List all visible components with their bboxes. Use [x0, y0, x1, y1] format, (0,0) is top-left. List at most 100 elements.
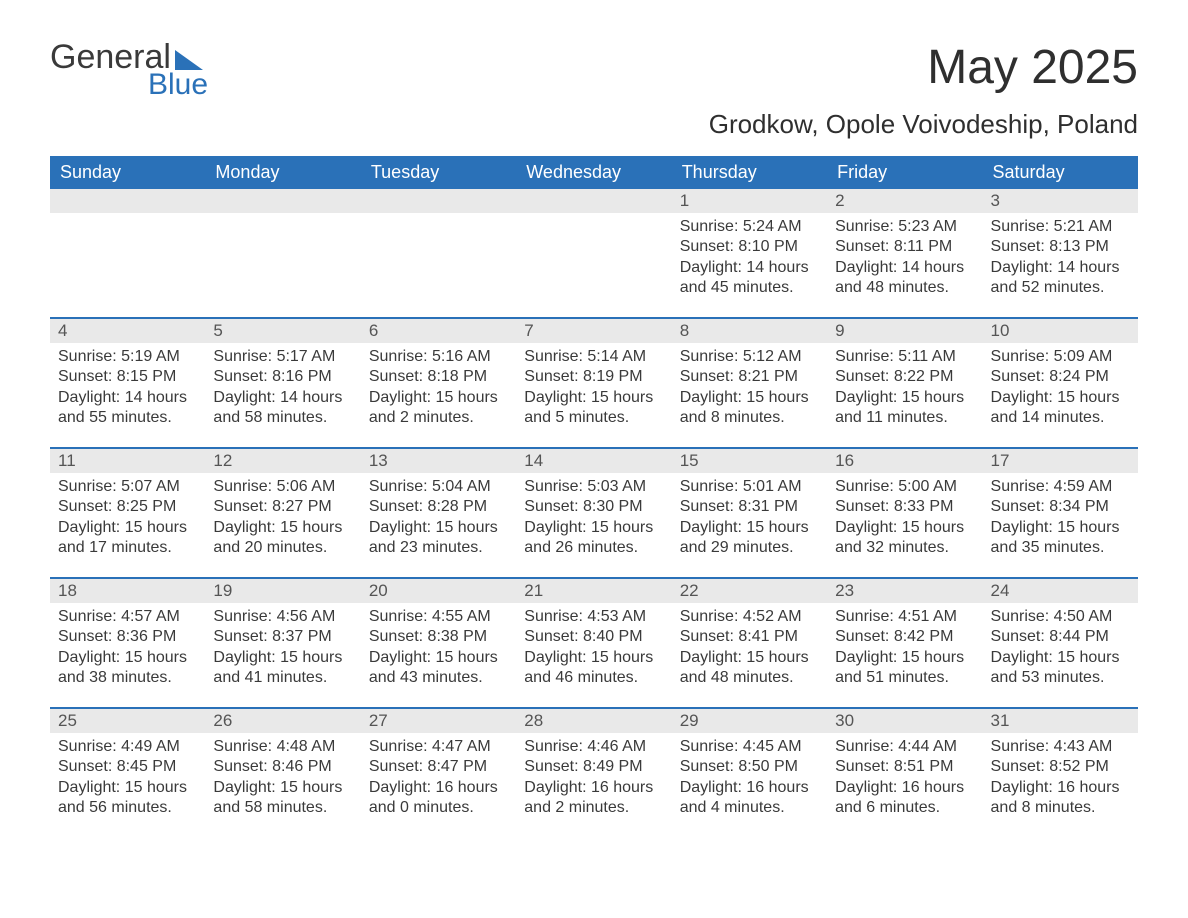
- day-number-strip: 25: [50, 709, 205, 733]
- day-body: Sunrise: 4:53 AMSunset: 8:40 PMDaylight:…: [516, 603, 671, 689]
- day-cell: 18Sunrise: 4:57 AMSunset: 8:36 PMDayligh…: [50, 579, 205, 707]
- day-cell: 26Sunrise: 4:48 AMSunset: 8:46 PMDayligh…: [205, 709, 360, 837]
- sunrise-line: Sunrise: 5:24 AM: [680, 217, 819, 237]
- sunset-line: Sunset: 8:45 PM: [58, 757, 197, 777]
- day-number: 12: [213, 451, 232, 471]
- day-number-strip: 3: [983, 189, 1138, 213]
- day-number-strip: 26: [205, 709, 360, 733]
- day-number: 29: [680, 711, 699, 731]
- day-number: 11: [58, 451, 76, 471]
- day-body: Sunrise: 4:59 AMSunset: 8:34 PMDaylight:…: [983, 473, 1138, 559]
- sunset-line: Sunset: 8:28 PM: [369, 497, 508, 517]
- daylight-line: Daylight: 14 hours and 48 minutes.: [835, 258, 974, 299]
- week-row: 25Sunrise: 4:49 AMSunset: 8:45 PMDayligh…: [50, 707, 1138, 837]
- day-number-strip: 4: [50, 319, 205, 343]
- daylight-line: Daylight: 15 hours and 35 minutes.: [991, 518, 1130, 559]
- day-number-strip: 20: [361, 579, 516, 603]
- sunset-line: Sunset: 8:50 PM: [680, 757, 819, 777]
- daylight-line: Daylight: 16 hours and 2 minutes.: [524, 778, 663, 819]
- sunrise-line: Sunrise: 4:43 AM: [991, 737, 1130, 757]
- sunset-line: Sunset: 8:19 PM: [524, 367, 663, 387]
- day-number: 18: [58, 581, 77, 601]
- day-cell: 6Sunrise: 5:16 AMSunset: 8:18 PMDaylight…: [361, 319, 516, 447]
- day-body: Sunrise: 5:01 AMSunset: 8:31 PMDaylight:…: [672, 473, 827, 559]
- sunrise-line: Sunrise: 5:14 AM: [524, 347, 663, 367]
- day-number: 14: [524, 451, 543, 471]
- day-number-strip: 11: [50, 449, 205, 473]
- day-of-week-header: Friday: [827, 156, 982, 189]
- daylight-line: Daylight: 14 hours and 55 minutes.: [58, 388, 197, 429]
- day-body: Sunrise: 5:21 AMSunset: 8:13 PMDaylight:…: [983, 213, 1138, 299]
- daylight-line: Daylight: 15 hours and 43 minutes.: [369, 648, 508, 689]
- page-header: General Blue May 2025 Grodkow, Opole Voi…: [50, 40, 1138, 140]
- day-number-strip: [50, 189, 205, 213]
- day-body: Sunrise: 5:09 AMSunset: 8:24 PMDaylight:…: [983, 343, 1138, 429]
- day-body: Sunrise: 5:24 AMSunset: 8:10 PMDaylight:…: [672, 213, 827, 299]
- day-number: 1: [680, 191, 689, 211]
- week-row: 11Sunrise: 5:07 AMSunset: 8:25 PMDayligh…: [50, 447, 1138, 577]
- day-number: 2: [835, 191, 844, 211]
- day-body: Sunrise: 4:44 AMSunset: 8:51 PMDaylight:…: [827, 733, 982, 819]
- week-row: 1Sunrise: 5:24 AMSunset: 8:10 PMDaylight…: [50, 189, 1138, 317]
- day-cell: 7Sunrise: 5:14 AMSunset: 8:19 PMDaylight…: [516, 319, 671, 447]
- sunset-line: Sunset: 8:27 PM: [213, 497, 352, 517]
- sunset-line: Sunset: 8:49 PM: [524, 757, 663, 777]
- sunset-line: Sunset: 8:21 PM: [680, 367, 819, 387]
- day-cell: 23Sunrise: 4:51 AMSunset: 8:42 PMDayligh…: [827, 579, 982, 707]
- day-number: 27: [369, 711, 388, 731]
- day-cell: 29Sunrise: 4:45 AMSunset: 8:50 PMDayligh…: [672, 709, 827, 837]
- day-cell: 15Sunrise: 5:01 AMSunset: 8:31 PMDayligh…: [672, 449, 827, 577]
- sunset-line: Sunset: 8:51 PM: [835, 757, 974, 777]
- sunset-line: Sunset: 8:33 PM: [835, 497, 974, 517]
- day-number-strip: 13: [361, 449, 516, 473]
- daylight-line: Daylight: 15 hours and 58 minutes.: [213, 778, 352, 819]
- day-body: Sunrise: 5:17 AMSunset: 8:16 PMDaylight:…: [205, 343, 360, 429]
- day-body: Sunrise: 5:12 AMSunset: 8:21 PMDaylight:…: [672, 343, 827, 429]
- sunrise-line: Sunrise: 5:17 AM: [213, 347, 352, 367]
- sunset-line: Sunset: 8:31 PM: [680, 497, 819, 517]
- sunrise-line: Sunrise: 5:19 AM: [58, 347, 197, 367]
- day-body: Sunrise: 5:14 AMSunset: 8:19 PMDaylight:…: [516, 343, 671, 429]
- day-body: Sunrise: 4:51 AMSunset: 8:42 PMDaylight:…: [827, 603, 982, 689]
- day-number-strip: 5: [205, 319, 360, 343]
- day-cell: 30Sunrise: 4:44 AMSunset: 8:51 PMDayligh…: [827, 709, 982, 837]
- daylight-line: Daylight: 15 hours and 41 minutes.: [213, 648, 352, 689]
- day-cell: 13Sunrise: 5:04 AMSunset: 8:28 PMDayligh…: [361, 449, 516, 577]
- day-number-strip: 21: [516, 579, 671, 603]
- day-number: 6: [369, 321, 378, 341]
- day-body: Sunrise: 5:04 AMSunset: 8:28 PMDaylight:…: [361, 473, 516, 559]
- day-cell: 22Sunrise: 4:52 AMSunset: 8:41 PMDayligh…: [672, 579, 827, 707]
- sunrise-line: Sunrise: 4:47 AM: [369, 737, 508, 757]
- daylight-line: Daylight: 15 hours and 2 minutes.: [369, 388, 508, 429]
- day-number: 30: [835, 711, 854, 731]
- sunrise-line: Sunrise: 5:03 AM: [524, 477, 663, 497]
- sunrise-line: Sunrise: 5:11 AM: [835, 347, 974, 367]
- daylight-line: Daylight: 15 hours and 32 minutes.: [835, 518, 974, 559]
- week-row: 18Sunrise: 4:57 AMSunset: 8:36 PMDayligh…: [50, 577, 1138, 707]
- day-body: Sunrise: 4:57 AMSunset: 8:36 PMDaylight:…: [50, 603, 205, 689]
- day-number-strip: 14: [516, 449, 671, 473]
- day-number: 22: [680, 581, 699, 601]
- day-number-strip: 12: [205, 449, 360, 473]
- month-title: May 2025: [709, 40, 1138, 95]
- day-number-strip: [205, 189, 360, 213]
- day-cell: [205, 189, 360, 317]
- day-cell: 31Sunrise: 4:43 AMSunset: 8:52 PMDayligh…: [983, 709, 1138, 837]
- day-number-strip: 16: [827, 449, 982, 473]
- daylight-line: Daylight: 16 hours and 6 minutes.: [835, 778, 974, 819]
- day-number: 26: [213, 711, 232, 731]
- day-number-strip: 22: [672, 579, 827, 603]
- sunrise-line: Sunrise: 5:04 AM: [369, 477, 508, 497]
- weeks-container: 1Sunrise: 5:24 AMSunset: 8:10 PMDaylight…: [50, 189, 1138, 837]
- sunrise-line: Sunrise: 5:21 AM: [991, 217, 1130, 237]
- day-body: Sunrise: 4:49 AMSunset: 8:45 PMDaylight:…: [50, 733, 205, 819]
- day-of-week-header: Saturday: [983, 156, 1138, 189]
- day-cell: 10Sunrise: 5:09 AMSunset: 8:24 PMDayligh…: [983, 319, 1138, 447]
- daylight-line: Daylight: 15 hours and 14 minutes.: [991, 388, 1130, 429]
- sunrise-line: Sunrise: 4:55 AM: [369, 607, 508, 627]
- sunrise-line: Sunrise: 5:23 AM: [835, 217, 974, 237]
- week-row: 4Sunrise: 5:19 AMSunset: 8:15 PMDaylight…: [50, 317, 1138, 447]
- sail-icon: [175, 50, 203, 70]
- day-body: Sunrise: 4:45 AMSunset: 8:50 PMDaylight:…: [672, 733, 827, 819]
- sunset-line: Sunset: 8:42 PM: [835, 627, 974, 647]
